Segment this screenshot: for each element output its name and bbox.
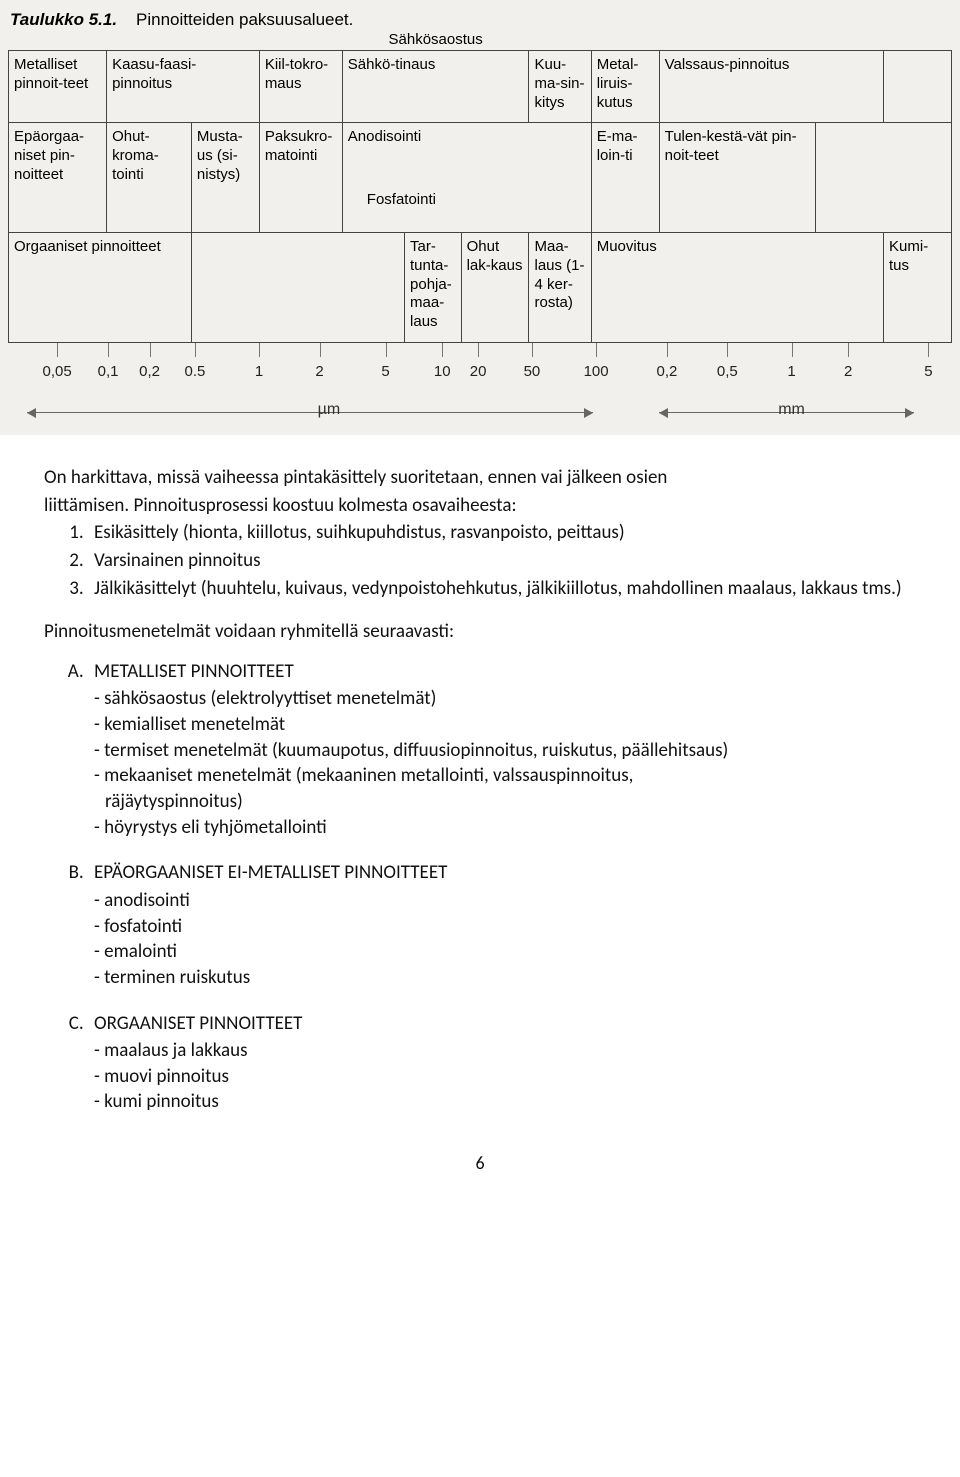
scale-label: 0.5 [184, 363, 205, 380]
scale-label: 5 [924, 363, 932, 380]
scale-label: 2 [315, 363, 323, 380]
list-item: mekaaniset menetelmät (mekaaninen metall… [94, 763, 916, 814]
page-number: 6 [44, 1151, 916, 1175]
cell: Ohut-kroma-tointi [107, 123, 192, 233]
unit-mm: mm [778, 401, 805, 419]
scale-label: 0,2 [139, 363, 160, 380]
scale-label: 2 [844, 363, 852, 380]
list-item: Jälkikäsittelyt (huuhtelu, kuivaus, vedy… [88, 576, 916, 602]
unit-um: µm [318, 401, 341, 419]
list-item: Varsinainen pinnoitus [88, 548, 916, 574]
table-row: Metalliset pinnoit-teet Kaasu-faasi-pinn… [9, 51, 952, 123]
group-title: ORGAANISET PINNOITTEET [94, 1012, 302, 1035]
scale-label: 1 [255, 363, 263, 380]
sublist: sähkösaostus (elektrolyyttiset menetelmä… [94, 686, 916, 840]
cell: Anodisointi Fosfatointi [342, 123, 591, 233]
group-title: EPÄORGAANISET EI-METALLISET PINNOITTEET [94, 861, 447, 884]
thickness-table: Metalliset pinnoit-teet Kaasu-faasi-pinn… [8, 50, 952, 343]
table-caption: Taulukko 5.1. Pinnoitteiden paksuusaluee… [10, 10, 952, 30]
paragraph: On harkittava, missä vaiheessa pintakäsi… [44, 465, 916, 491]
cell: Maa-laus (1-4 ker-rosta) [529, 233, 591, 343]
group-b: EPÄORGAANISET EI-METALLISET PINNOITTEET … [88, 860, 916, 990]
cell: Kuu-ma-sin-kitys [529, 51, 591, 123]
list-item: fosfatointi [94, 914, 916, 940]
paragraph: liittämisen. Pinnoitusprosessi koostuu k… [44, 493, 916, 519]
cell: Metalliset pinnoit-teet [9, 51, 107, 123]
cell: Kumi-tus [884, 233, 952, 343]
cell: Kaasu-faasi-pinnoitus [107, 51, 260, 123]
list-item: termiset menetelmät (kuumaupotus, diffuu… [94, 738, 916, 764]
list-item: sähkösaostus (elektrolyyttiset menetelmä… [94, 686, 916, 712]
paragraph: Pinnoitusmenetelmät voidaan ryhmitellä s… [44, 619, 916, 645]
cell [816, 123, 952, 233]
cell: Metal-liruis-kutus [591, 51, 659, 123]
caption-prefix: Taulukko 5.1. [10, 10, 117, 29]
cell: Muovitus [591, 233, 883, 343]
list-item: kemialliset menetelmät [94, 712, 916, 738]
scale-label: 10 [434, 363, 451, 380]
cell: Sähkösaostus Sähkö-tinaus [342, 51, 529, 123]
scale-label: 0,5 [717, 363, 738, 380]
cell: Orgaaniset pinnoitteet [9, 233, 192, 343]
cell: Ohut lak-kaus [461, 233, 529, 343]
scale-label: 0,2 [656, 363, 677, 380]
cell: Musta-us (si-nistys) [191, 123, 259, 233]
group-a: METALLISET PINNOITTEET sähkösaostus (ele… [88, 659, 916, 840]
cell: Kiil-tokro-maus [259, 51, 342, 123]
caption-rest: Pinnoitteiden paksuusalueet. [136, 10, 353, 29]
list-item: maalaus ja lakkaus [94, 1038, 916, 1064]
scale-label: 20 [470, 363, 487, 380]
scale-axis: 0,05 0,1 0,2 0.5 1 2 5 10 20 50 100 0,2 0,5 1 2 5 µm mm [8, 343, 952, 417]
scale-label: 50 [524, 363, 541, 380]
list-item: Esikäsittely (hionta, kiillotus, suihkup… [88, 520, 916, 546]
list-item: kumi pinnoitus [94, 1089, 916, 1115]
span-label: Sähkösaostus [343, 31, 529, 50]
table-row: Orgaaniset pinnoitteet Tar-tunta-pohja-m… [9, 233, 952, 343]
arrow-line-left [27, 412, 593, 413]
group-title: METALLISET PINNOITTEET [94, 660, 294, 683]
list-item: anodisointi [94, 888, 916, 914]
cell: Epäorgaa-niset pin-noitteet [9, 123, 107, 233]
alpha-list: METALLISET PINNOITTEET sähkösaostus (ele… [88, 659, 916, 1115]
scale-label: 0,05 [42, 363, 71, 380]
mid-label: Fosfatointi [343, 191, 591, 210]
scale-label: 100 [584, 363, 609, 380]
scan-figure: Taulukko 5.1. Pinnoitteiden paksuusaluee… [0, 0, 960, 435]
cell [884, 51, 952, 123]
cell: Tulen-kestä-vät pin-noit-teet [659, 123, 816, 233]
list-item: muovi pinnoitus [94, 1064, 916, 1090]
numbered-list: Esikäsittely (hionta, kiillotus, suihkup… [88, 520, 916, 601]
group-c: ORGAANISET PINNOITTEET maalaus ja lakkau… [88, 1011, 916, 1116]
scale-label: 1 [787, 363, 795, 380]
body-content: On harkittava, missä vaiheessa pintakäsi… [0, 435, 960, 1215]
list-item: emalointi [94, 939, 916, 965]
cell: Tar-tunta-pohja-maa-laus [405, 233, 462, 343]
cell: Valssaus-pinnoitus [659, 51, 883, 123]
sublist: maalaus ja lakkaus muovi pinnoitus kumi … [94, 1038, 916, 1115]
cell [191, 233, 404, 343]
scale-label: 0,1 [98, 363, 119, 380]
sublist: anodisointi fosfatointi emalointi termin… [94, 888, 916, 991]
cell: E-ma-loin-ti [591, 123, 659, 233]
list-item: terminen ruiskutus [94, 965, 916, 991]
cell: Paksukro-matointi [259, 123, 342, 233]
list-item: höyrystys eli tyhjömetallointi [94, 815, 916, 841]
scale-label: 5 [381, 363, 389, 380]
table-row: Epäorgaa-niset pin-noitteet Ohut-kroma-t… [9, 123, 952, 233]
